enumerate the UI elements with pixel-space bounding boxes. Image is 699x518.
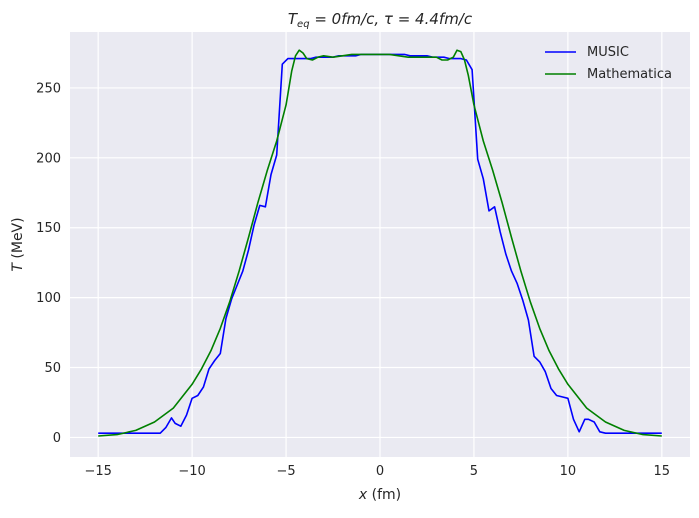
y-tick-label: 0 xyxy=(53,431,61,446)
title-variable: T xyxy=(288,10,299,28)
title-rest: = 0fm/c, τ = 4.4fm/c xyxy=(310,10,473,28)
x-tick-label: −10 xyxy=(178,464,205,479)
y-tick-label: 150 xyxy=(36,221,61,236)
x-tick-label: 10 xyxy=(560,464,577,479)
x-axis-unit: (fm) xyxy=(367,487,401,503)
y-tick-label: 250 xyxy=(36,81,61,96)
y-axis-unit: (MeV) xyxy=(10,217,26,263)
y-axis-variable: T xyxy=(10,262,26,272)
chart-title: Teq = 0fm/c, τ = 4.4fm/c xyxy=(288,10,473,30)
legend-label-mathematica: Mathematica xyxy=(587,67,672,82)
series-line-mathematica xyxy=(98,49,662,437)
y-tick-label: 100 xyxy=(36,291,61,306)
y-tick-label: 200 xyxy=(36,151,61,166)
title-subscript: eq xyxy=(297,19,310,30)
x-axis-variable: x xyxy=(358,487,368,503)
x-axis-label: x (fm) xyxy=(358,487,401,503)
legend: MUSIC Mathematica xyxy=(545,45,672,82)
x-tick-label: 0 xyxy=(376,464,384,479)
x-tick-label: −5 xyxy=(276,464,295,479)
legend-label-music: MUSIC xyxy=(587,45,629,60)
x-tick-label: 15 xyxy=(654,464,671,479)
y-tick-label: 50 xyxy=(44,361,61,376)
x-tick-label: 5 xyxy=(470,464,478,479)
y-axis-label: T (MeV) xyxy=(10,217,26,271)
series-lines xyxy=(98,49,662,437)
x-tick-label: −15 xyxy=(84,464,111,479)
